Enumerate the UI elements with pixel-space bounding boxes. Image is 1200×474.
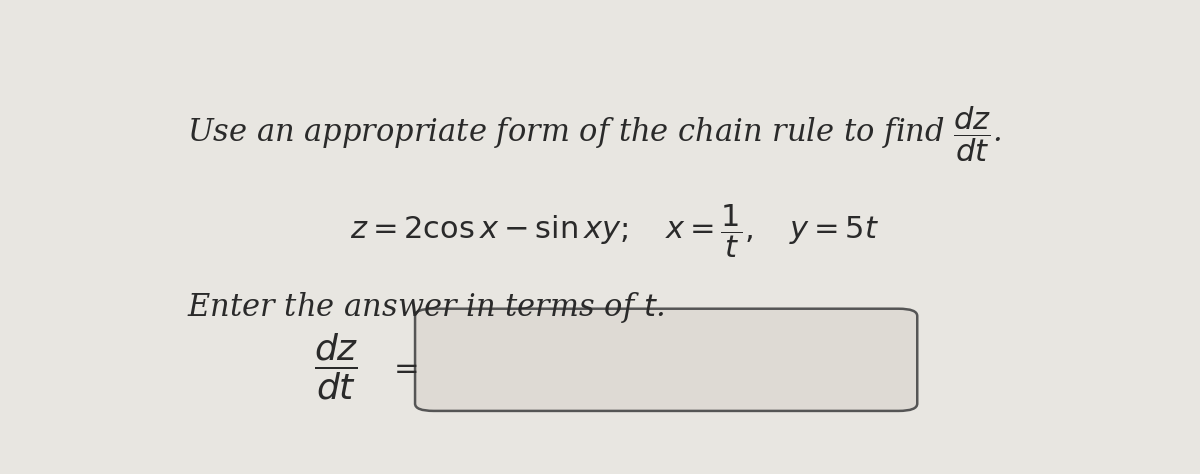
- Text: $\dfrac{dz}{dt}$: $\dfrac{dz}{dt}$: [313, 332, 359, 402]
- Text: $=$: $=$: [388, 352, 418, 383]
- Text: Enter the answer in terms of $t$.: Enter the answer in terms of $t$.: [187, 291, 665, 326]
- Text: $z = 2\cos x - \sin xy; \quad x = \dfrac{1}{t}, \quad y = 5t$: $z = 2\cos x - \sin xy; \quad x = \dfrac…: [350, 203, 880, 260]
- FancyBboxPatch shape: [415, 309, 917, 411]
- Text: Use an appropriate form of the chain rule to find $\dfrac{dz}{dt}$.: Use an appropriate form of the chain rul…: [187, 104, 1002, 164]
